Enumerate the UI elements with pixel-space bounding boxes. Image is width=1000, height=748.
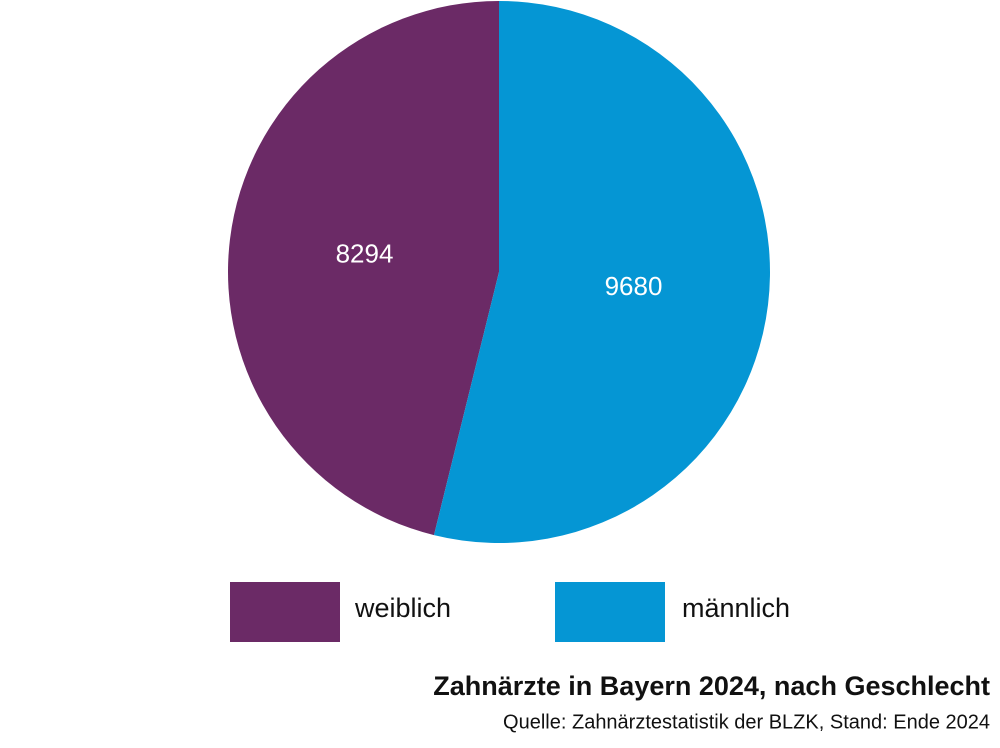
pie-slice: [228, 1, 499, 536]
pie: 8294 9680: [228, 1, 771, 543]
data-label: 9680: [605, 271, 663, 301]
legend-swatch: [230, 582, 340, 642]
legend: weiblich männlich: [230, 582, 790, 642]
chart-subtitle: Quelle: Zahnärztestatistik der BLZK, Sta…: [503, 711, 990, 733]
legend-label: männlich: [682, 593, 790, 623]
pie-slice: [433, 1, 771, 543]
chart-title: Zahnärzte in Bayern 2024, nach Geschlech…: [433, 671, 990, 701]
legend-label: weiblich: [354, 593, 451, 623]
legend-swatch: [555, 582, 665, 642]
data-label: 8294: [336, 239, 394, 269]
